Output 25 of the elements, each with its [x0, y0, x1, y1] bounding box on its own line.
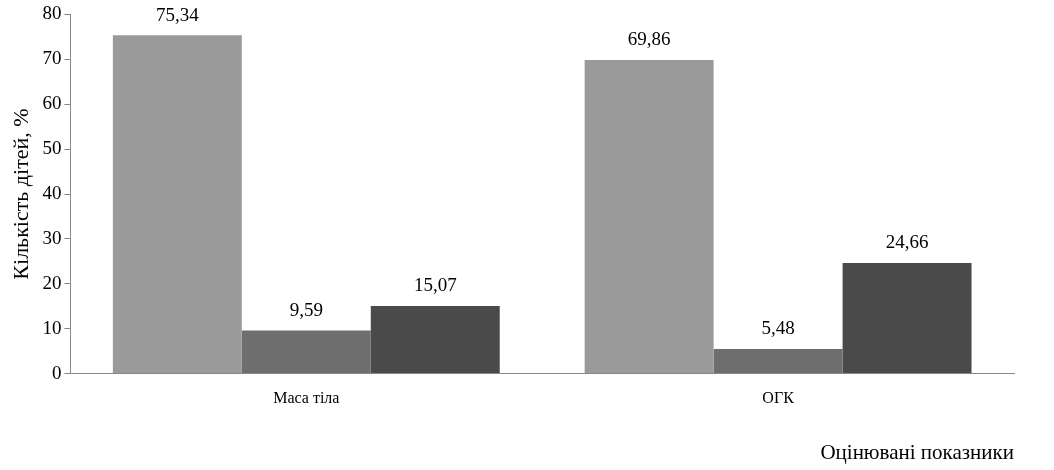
bar [842, 262, 972, 374]
bar [112, 35, 242, 374]
x-tick-label: ОГК [762, 389, 795, 407]
y-tick-label: 30 [42, 226, 62, 248]
data-label: 69,86 [627, 28, 671, 50]
y-tick-label: 70 [42, 47, 62, 69]
data-label: 15,07 [413, 274, 457, 296]
bar [241, 330, 371, 374]
data-label: 75,34 [155, 3, 200, 25]
y-tick-label: 40 [42, 181, 62, 203]
y-tick-label: 20 [42, 271, 62, 293]
y-tick-label: 10 [42, 316, 62, 338]
y-tick-label: 0 [51, 361, 62, 383]
y-axis-title: Кількість дітей, % [7, 108, 33, 280]
x-tick-label: Маса тіла [273, 389, 340, 407]
bar [370, 305, 500, 374]
bar [713, 349, 843, 374]
y-tick-label: 50 [42, 137, 62, 159]
data-label: 24,66 [885, 231, 929, 253]
y-tick-label: 80 [42, 2, 62, 24]
x-axis-title: Оцінювані показники [820, 439, 1014, 464]
bar [584, 59, 714, 374]
y-tick-label: 60 [42, 92, 62, 114]
data-label: 5,48 [761, 317, 795, 339]
data-label: 9,59 [289, 299, 323, 321]
